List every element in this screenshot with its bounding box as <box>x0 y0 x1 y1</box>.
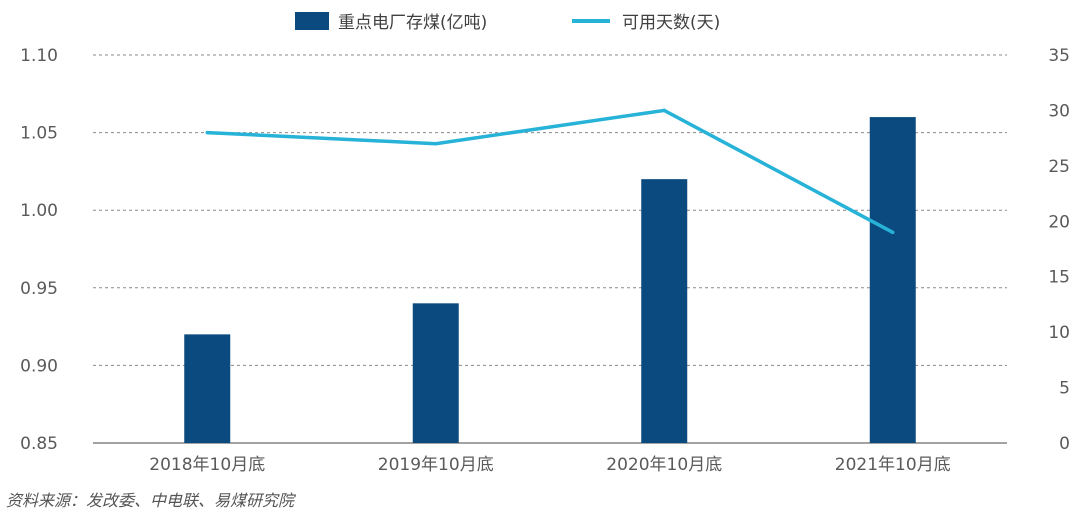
bar <box>869 117 916 443</box>
chart: 0.850.900.951.001.051.10 05101520253035 … <box>20 12 1070 475</box>
bar-series <box>184 117 916 443</box>
legend-line-swatch <box>572 19 610 23</box>
line-point <box>891 230 895 235</box>
line-point <box>662 108 666 113</box>
x-axis-ticks: 2018年10月底 2019年10月底 2020年10月底 2021年10月底 <box>149 455 950 475</box>
left-tick-label: 1.00 <box>20 201 58 221</box>
legend-line-label: 可用天数(天) <box>622 13 720 33</box>
right-tick-label: 10 <box>1048 323 1070 343</box>
bar <box>184 334 231 443</box>
right-axis-ticks: 0 5 10 15 20 25 30 35 <box>1048 46 1070 454</box>
line-path <box>207 108 894 234</box>
right-tick-label: 25 <box>1048 157 1070 177</box>
bar <box>641 179 688 443</box>
x-tick-label: 2020年10月底 <box>606 455 722 475</box>
right-tick-label: 5 <box>1059 379 1070 399</box>
line-series <box>205 108 895 235</box>
right-tick-label: 30 <box>1048 101 1070 121</box>
left-tick-label: 0.85 <box>20 434 58 454</box>
x-tick-label: 2018年10月底 <box>149 455 265 475</box>
right-tick-label: 35 <box>1048 46 1070 66</box>
left-axis-ticks: 0.85 0.90 0.95 1.00 1.05 1.10 <box>20 46 58 454</box>
right-tick-label: 20 <box>1048 212 1070 232</box>
gridlines <box>93 54 1007 444</box>
legend-bar-label: 重点电厂存煤(亿吨) <box>338 13 487 33</box>
bar <box>412 303 459 443</box>
left-tick-label: 1.10 <box>20 46 58 66</box>
x-tick-label: 2021年10月底 <box>835 455 951 475</box>
left-tick-label: 0.95 <box>20 279 58 299</box>
right-tick-label: 15 <box>1048 268 1070 288</box>
legend-bar-swatch <box>295 12 329 30</box>
line-point <box>434 141 438 146</box>
legend: 重点电厂存煤(亿吨) 可用天数(天) <box>295 12 720 33</box>
x-tick-label: 2019年10月底 <box>378 455 494 475</box>
left-tick-label: 1.05 <box>20 124 58 144</box>
left-tick-label: 0.90 <box>20 356 58 376</box>
right-tick-label: 0 <box>1059 434 1070 454</box>
line-point <box>205 130 209 135</box>
source-note: 资料来源：发改委、中电联、易煤研究院 <box>6 491 295 510</box>
